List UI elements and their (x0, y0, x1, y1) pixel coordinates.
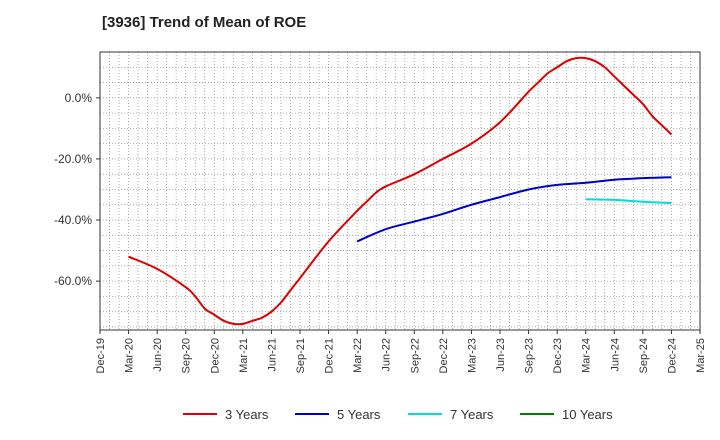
legend-label: 10 Years (562, 407, 613, 422)
x-tick-label: Dec-20 (209, 338, 221, 373)
x-tick-label: Dec-24 (666, 338, 678, 373)
x-tick-label: Mar-20 (124, 338, 136, 373)
chart-title: [3936] Trend of Mean of ROE (102, 14, 307, 31)
y-tick-label: -40.0% (54, 213, 92, 227)
x-tick-label: Jun-24 (609, 338, 621, 372)
x-tick-label: Mar-24 (581, 338, 593, 373)
legend-label: 5 Years (337, 407, 381, 422)
plot-background (100, 52, 700, 330)
plot-area: 0.0% -20.0% -40.0% -60.0% Dec-19 Mar-20 Jun-20… (54, 51, 707, 373)
x-tick-label: Mar-22 (352, 338, 364, 373)
x-tick-label: Dec-23 (552, 338, 564, 373)
series-line-7-years (585, 198, 672, 204)
legend-label: 7 Years (450, 407, 494, 422)
y-tick-label: -60.0% (54, 274, 92, 288)
x-tick-label: Dec-21 (324, 338, 336, 373)
legend-label: 3 Years (225, 407, 269, 422)
x-tick-label: Jun-22 (381, 338, 393, 372)
x-tick-label: Sep-23 (524, 338, 536, 373)
x-tick-label: Mar-25 (695, 338, 707, 373)
x-tick-label: Sep-21 (295, 338, 307, 373)
x-tick-label: Mar-21 (238, 338, 250, 373)
y-tick-label: 0.0% (65, 91, 93, 105)
x-tick-label: Jun-23 (495, 338, 507, 372)
x-tick-label: Dec-19 (95, 338, 107, 373)
series-line-5-years (356, 176, 672, 243)
x-tick-label: Sep-20 (181, 338, 193, 373)
plot-frame (99, 51, 701, 331)
legend: 3 Years 5 Years 7 Years 10 Years (183, 407, 613, 422)
x-tick-label: Dec-22 (438, 338, 450, 373)
series-line-3-years (128, 56, 673, 326)
x-tick-label: Sep-22 (409, 338, 421, 373)
x-tick-label: Jun-20 (152, 338, 164, 372)
x-tick-label: Mar-23 (466, 338, 478, 373)
x-tick-label: Jun-21 (266, 338, 278, 372)
y-tick-label: -20.0% (54, 152, 92, 166)
x-tick-label: Sep-24 (638, 338, 650, 373)
